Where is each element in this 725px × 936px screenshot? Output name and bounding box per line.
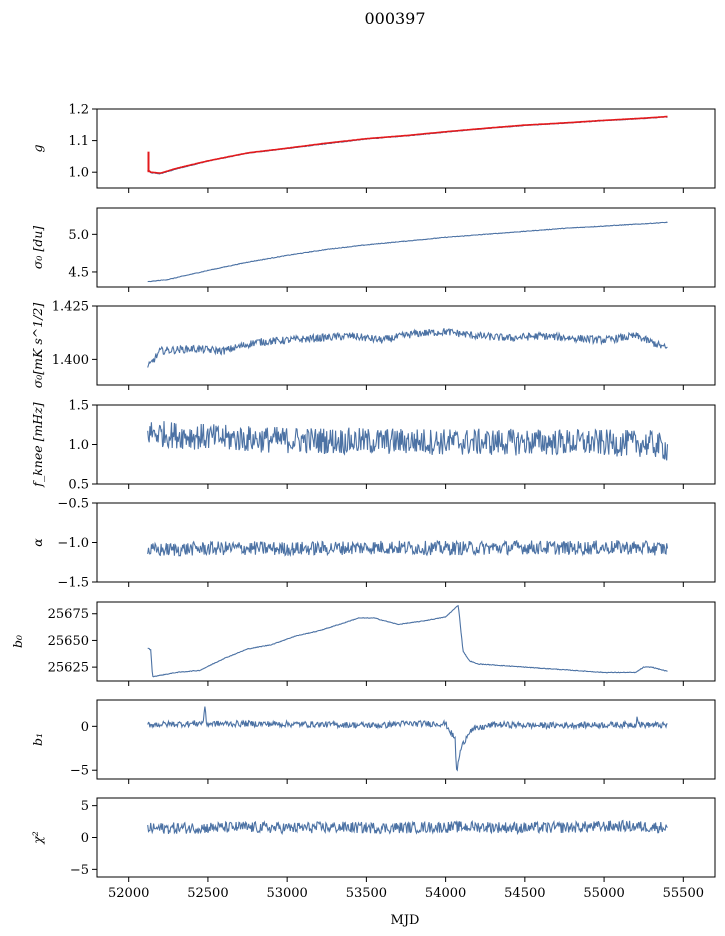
panel-sigma0_mks: 1.400 1.425 σ₀[mK s^1/2] [30, 300, 716, 390]
x-tick-label: 52000 [108, 886, 149, 901]
x-tick-label: 52500 [187, 886, 228, 901]
x-axis-label: MJD [391, 913, 420, 928]
series-line-fknee-0 [147, 421, 669, 461]
y-tick-label-b0: 25650 [48, 634, 89, 649]
y-tick-label-chi2: −5 [70, 863, 89, 878]
x-tick-label: 54500 [504, 886, 545, 901]
axes-frame-chi2 [96, 797, 716, 878]
y-axis-label-b1: b₁ [30, 733, 45, 746]
series-line-alpha-0 [147, 539, 669, 557]
series-line-b1-0 [147, 706, 668, 772]
panel-alpha: −1.5 −1.0 −0.5 α [30, 497, 716, 591]
y-tick-label-b0: 25625 [48, 661, 89, 676]
y-tick-label-b1: 0 [81, 720, 89, 735]
y-tick-label-g: 1.2 [68, 103, 89, 118]
panel-b0: 25625 25650 25675 b₀ [10, 601, 716, 686]
figure-title: 000397 [364, 9, 425, 28]
y-tick-label-sigma0: 5.0 [68, 228, 89, 243]
axes-frame-sigma0 [96, 207, 716, 288]
y-tick-label-alpha: −1.5 [57, 576, 89, 591]
panel-sigma0: 4.5 5.0 σ₀ [du] [30, 207, 716, 292]
panel-fknee: 0.5 1.0 1.5 f_knee [mHz] [30, 399, 716, 493]
y-axis-label-alpha: α [30, 538, 45, 547]
axes-frame-sigma0_mks [96, 305, 716, 386]
y-axis-label-b0: b₀ [10, 635, 25, 648]
y-tick-label-fknee: 1.0 [68, 438, 89, 453]
series-line-b0-0 [147, 604, 668, 678]
axes-frame-b0 [96, 601, 716, 682]
series-line-g-1 [147, 115, 668, 174]
x-tick-label: 55000 [583, 886, 624, 901]
y-axis-label-sigma0: σ₀ [du] [30, 226, 45, 269]
y-tick-label-fknee: 1.5 [68, 399, 89, 414]
series-line-sigma0_mks-0 [147, 328, 668, 368]
y-tick-label-chi2: 0 [81, 831, 89, 846]
series-line-chi2-0 [147, 819, 668, 836]
y-tick-label-g: 1.0 [68, 166, 89, 181]
y-tick-label-sigma0: 4.5 [68, 265, 89, 280]
x-tick-label: 55500 [663, 886, 704, 901]
x-tick-label: 53000 [266, 886, 307, 901]
x-tick-label: 54000 [425, 886, 466, 901]
x-tick-label: 53500 [346, 886, 387, 901]
y-tick-label-alpha: −1.0 [57, 536, 89, 551]
y-tick-label-fknee: 0.5 [68, 478, 89, 493]
axes-frame-b1 [96, 699, 716, 780]
y-axis-label-sigma0_mks: σ₀[mK s^1/2] [30, 303, 45, 389]
panels: 1.0 1.1 1.2 g 4.5 5.0 σ₀ [du] 1.400 1.425 σ₀[mK s… [10, 103, 716, 901]
y-tick-label-sigma0_mks: 1.400 [52, 353, 89, 368]
panel-b1: −5 0 b₁ [30, 699, 716, 784]
y-axis-label-chi2: χ² [30, 831, 45, 845]
y-tick-label-b0: 25675 [48, 607, 89, 622]
panel-chi2: −5 0 5 52000 52500 53000 53500 54000 54500 55000 5… [30, 797, 716, 901]
series-line-sigma0-0 [147, 221, 668, 283]
y-tick-label-g: 1.1 [68, 134, 89, 149]
y-axis-label-g: g [30, 144, 45, 152]
series-line-g-0 [147, 116, 668, 175]
panel-g: 1.0 1.1 1.2 g [30, 103, 716, 193]
y-tick-label-b1: −5 [70, 764, 89, 779]
y-tick-label-alpha: −0.5 [57, 497, 89, 512]
axes-frame-g [96, 108, 716, 189]
axes-frame-alpha [96, 502, 716, 583]
y-axis-label-fknee: f_knee [mHz] [30, 402, 45, 487]
y-tick-label-chi2: 5 [81, 799, 89, 814]
y-tick-label-sigma0_mks: 1.425 [52, 300, 89, 315]
